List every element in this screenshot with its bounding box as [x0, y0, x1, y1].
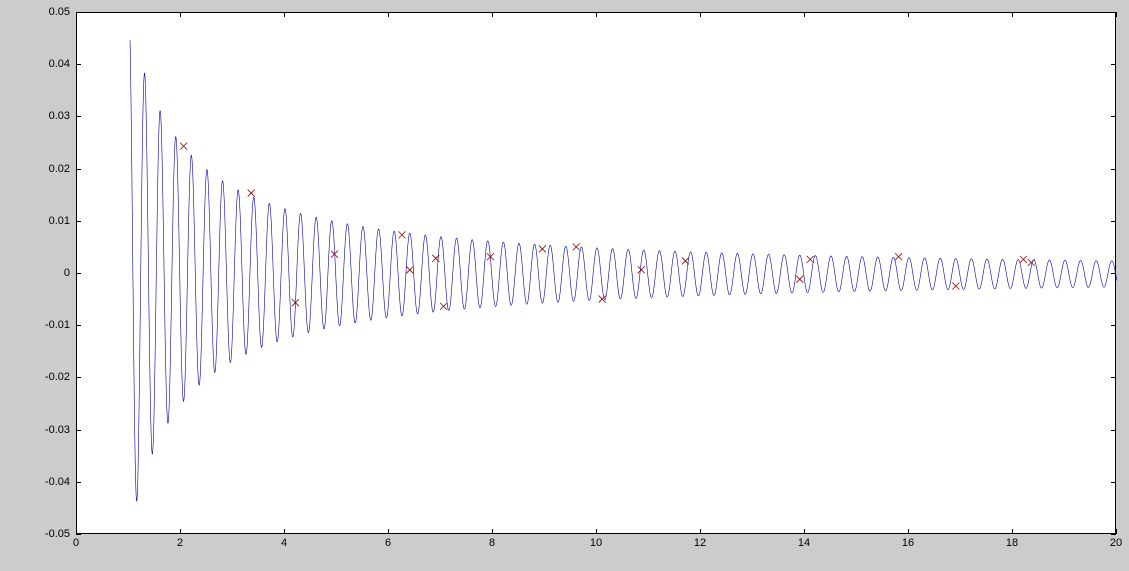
x-tick: [596, 12, 597, 17]
y-tick: [76, 377, 81, 378]
x-tick-label: 10: [590, 537, 602, 549]
x-tick-label: 14: [798, 537, 810, 549]
y-tick-label: 0: [40, 267, 70, 279]
y-tick: [76, 273, 81, 274]
y-tick-label: 0.03: [40, 110, 70, 122]
y-tick: [76, 116, 81, 117]
y-tick: [1111, 482, 1116, 483]
y-tick-label: -0.02: [40, 371, 70, 383]
x-tick: [804, 12, 805, 17]
y-tick-label: -0.01: [40, 319, 70, 331]
y-tick: [1111, 325, 1116, 326]
x-tick: [388, 529, 389, 534]
x-tick-label: 0: [73, 537, 79, 549]
y-tick: [1111, 430, 1116, 431]
y-tick: [1111, 169, 1116, 170]
y-tick-label: -0.05: [40, 528, 70, 540]
x-tick-label: 12: [694, 537, 706, 549]
x-tick-label: 4: [281, 537, 287, 549]
y-tick: [76, 325, 81, 326]
y-tick: [1111, 116, 1116, 117]
x-tick-label: 16: [902, 537, 914, 549]
plot-svg: [77, 13, 1117, 535]
y-tick-label: -0.04: [40, 476, 70, 488]
x-tick: [596, 529, 597, 534]
x-tick-label: 8: [489, 537, 495, 549]
signal-curve: [130, 40, 1117, 501]
x-tick: [804, 529, 805, 534]
y-tick: [76, 169, 81, 170]
y-tick-label: -0.03: [40, 424, 70, 436]
x-tick: [1012, 529, 1013, 534]
y-tick-label: 0.05: [40, 6, 70, 18]
x-tick: [492, 529, 493, 534]
x-tick: [908, 529, 909, 534]
x-tick: [1116, 529, 1117, 534]
y-tick: [76, 12, 81, 13]
x-tick-label: 2: [177, 537, 183, 549]
x-tick-label: 18: [1006, 537, 1018, 549]
y-tick: [76, 64, 81, 65]
y-tick-label: 0.04: [40, 58, 70, 70]
x-tick: [388, 12, 389, 17]
y-tick: [76, 430, 81, 431]
x-tick: [180, 12, 181, 17]
x-tick-label: 20: [1110, 537, 1122, 549]
y-tick: [1111, 273, 1116, 274]
y-tick: [76, 482, 81, 483]
x-tick-label: 6: [385, 537, 391, 549]
x-tick: [908, 12, 909, 17]
x-tick: [1012, 12, 1013, 17]
y-tick: [76, 534, 81, 535]
x-tick: [180, 529, 181, 534]
y-tick-label: 0.01: [40, 215, 70, 227]
y-tick: [1111, 12, 1116, 13]
y-tick: [1111, 221, 1116, 222]
y-tick: [76, 221, 81, 222]
x-tick: [700, 529, 701, 534]
y-tick: [1111, 534, 1116, 535]
x-tick: [492, 12, 493, 17]
x-tick: [700, 12, 701, 17]
figure-background: 0 2 4 6 8 10 12 14 16 18 20 -0.05 -0.04 -0.03 -0.02 -0.…: [0, 0, 1129, 571]
x-tick: [284, 12, 285, 17]
x-tick: [284, 529, 285, 534]
x-tick: [1116, 12, 1117, 17]
y-tick: [1111, 64, 1116, 65]
y-tick: [1111, 377, 1116, 378]
plot-area: [76, 12, 1116, 534]
y-tick-label: 0.02: [40, 163, 70, 175]
